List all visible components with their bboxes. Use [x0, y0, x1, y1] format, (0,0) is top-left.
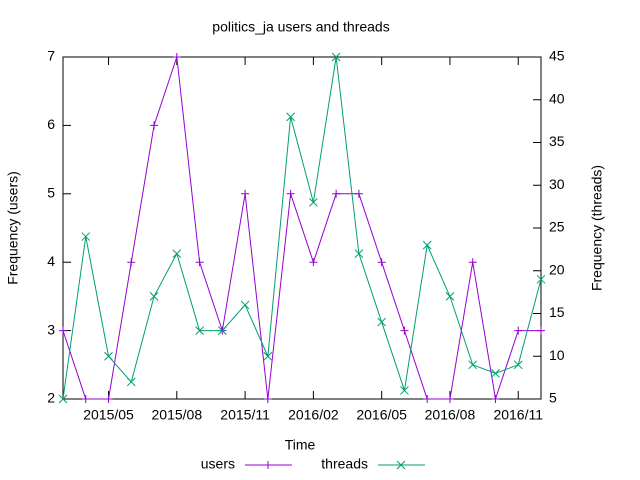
data-point [491, 395, 500, 403]
data-point [127, 258, 136, 267]
y2-tick-label: 30 [549, 176, 565, 192]
y2-tick-label: 35 [549, 133, 565, 149]
data-point [377, 317, 387, 327]
y-tick-label: 3 [47, 321, 55, 337]
data-point [58, 394, 68, 404]
chart-title: politics_ja users and threads [212, 19, 389, 35]
data-point [422, 240, 432, 250]
data-point [468, 360, 478, 370]
data-point [332, 189, 341, 198]
data-point [423, 395, 432, 403]
data-point [309, 258, 318, 267]
x-tick-label: 2015/05 [83, 407, 134, 423]
data-point [149, 292, 159, 301]
data-point [172, 249, 182, 259]
y2-tick-label: 25 [549, 219, 565, 235]
y-tick-label: 7 [47, 48, 55, 64]
data-point [150, 121, 159, 130]
data-point [468, 258, 477, 267]
data-point [217, 326, 227, 335]
data-point [537, 326, 545, 335]
data-point [286, 112, 295, 122]
x-tick-label: 2016/11 [493, 407, 543, 423]
data-point [126, 377, 136, 387]
y2-tick-label: 10 [549, 347, 565, 363]
data-point [104, 395, 113, 403]
y-tick-label: 6 [47, 116, 55, 132]
data-point [195, 258, 204, 267]
y-tick-label: 2 [47, 390, 55, 406]
data-point [104, 351, 113, 361]
x-tick-label: 2016/08 [425, 407, 476, 423]
data-point [513, 360, 523, 370]
data-point [81, 232, 91, 241]
data-point [354, 189, 363, 198]
y-tick-label: 4 [47, 253, 55, 269]
data-point [400, 326, 409, 335]
data-point [263, 395, 272, 403]
x-tick-label: 2015/08 [152, 407, 203, 423]
data-point [172, 53, 181, 61]
y2-axis-label: Frequency (threads) [589, 165, 605, 291]
legend-marker [396, 460, 406, 470]
data-point [514, 326, 523, 335]
series-line [62, 56, 542, 400]
y-axis-label: Frequency (users) [5, 171, 21, 285]
data-point [59, 326, 67, 335]
data-point [240, 300, 250, 310]
data-point [263, 351, 273, 361]
y2-tick-label: 20 [549, 261, 565, 277]
data-point [309, 197, 318, 207]
x-tick-label: 2016/02 [288, 407, 339, 423]
x-axis-label: Time [285, 437, 316, 453]
data-point [195, 326, 204, 335]
y2-tick-label: 15 [549, 304, 565, 320]
data-point [354, 249, 364, 259]
data-point [445, 292, 455, 301]
legend-label: threads [321, 456, 368, 472]
data-point [491, 368, 500, 378]
y-tick-label: 5 [47, 185, 55, 201]
y2-tick-label: 5 [549, 390, 557, 406]
data-point [286, 189, 295, 198]
data-point [377, 258, 386, 267]
data-point [400, 386, 409, 395]
data-point [445, 395, 454, 403]
data-point [536, 274, 546, 284]
x-tick-label: 2015/11 [220, 407, 270, 423]
x-tick-label: 2016/05 [356, 407, 407, 423]
legend-label: users [201, 456, 235, 472]
y2-tick-label: 40 [549, 90, 565, 106]
legend-marker [264, 461, 272, 469]
data-point [81, 395, 90, 403]
data-point [331, 52, 341, 62]
y2-tick-label: 45 [549, 48, 565, 64]
data-point [241, 189, 250, 198]
